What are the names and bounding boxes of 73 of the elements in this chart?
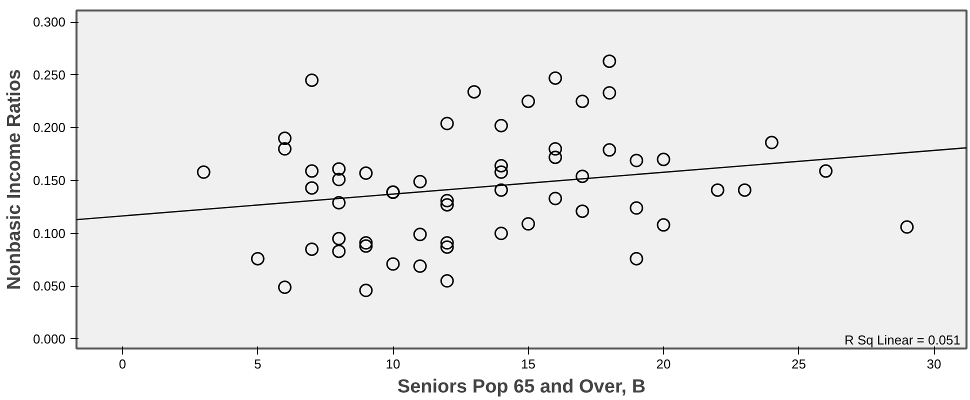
x-tick-label: 30 xyxy=(926,356,942,372)
point xyxy=(602,86,616,100)
point xyxy=(440,240,454,254)
y-tick-label: 0.050 xyxy=(32,278,66,294)
point xyxy=(602,54,616,68)
point xyxy=(467,85,481,99)
point xyxy=(576,170,590,184)
point xyxy=(738,183,752,197)
point xyxy=(332,172,346,186)
point xyxy=(196,165,210,179)
point xyxy=(656,152,670,166)
point xyxy=(494,226,508,240)
x-tick-label: 25 xyxy=(792,356,806,372)
point xyxy=(305,73,319,87)
point xyxy=(305,181,319,195)
point xyxy=(332,196,346,210)
point xyxy=(494,183,508,197)
point xyxy=(764,136,778,150)
point xyxy=(359,166,373,180)
point xyxy=(548,142,562,156)
point xyxy=(359,239,373,253)
point xyxy=(522,94,536,108)
point xyxy=(900,220,914,234)
y-tick-label: 0.150 xyxy=(32,173,66,188)
y-axis-title: Nonbasic Income Ratios xyxy=(4,69,25,290)
point xyxy=(494,165,508,179)
point xyxy=(278,132,292,146)
point xyxy=(576,94,590,108)
point xyxy=(413,228,427,242)
point xyxy=(494,159,508,173)
point xyxy=(630,201,644,215)
point xyxy=(440,194,454,208)
x-tick-label: 20 xyxy=(656,356,671,372)
point xyxy=(332,244,346,258)
x-tick-label: 15 xyxy=(521,356,536,372)
point xyxy=(630,252,644,266)
point xyxy=(332,232,346,246)
point xyxy=(359,284,373,298)
point xyxy=(440,198,454,212)
point xyxy=(305,164,319,178)
x-axis-title: Seniors Pop 65 and Over, B xyxy=(397,376,646,398)
point xyxy=(250,252,264,266)
annotation: R Sq Linear = 0.051 xyxy=(844,332,961,348)
point xyxy=(548,150,562,164)
point xyxy=(440,274,454,288)
y-tick-label: 0.100 xyxy=(32,226,66,241)
point xyxy=(305,242,319,256)
point xyxy=(386,257,400,271)
point xyxy=(819,164,833,178)
point xyxy=(656,218,670,232)
y-tick-label: 0.300 xyxy=(32,14,66,30)
point xyxy=(576,204,590,218)
point xyxy=(440,236,454,250)
point xyxy=(332,162,346,176)
y-tick-label: 0.200 xyxy=(32,120,66,136)
point xyxy=(710,183,724,197)
x-tick-label: 0 xyxy=(118,356,126,372)
y-tick-label: 0.250 xyxy=(32,67,66,82)
point xyxy=(602,143,616,157)
point xyxy=(548,192,562,206)
point xyxy=(413,174,427,188)
point xyxy=(440,116,454,130)
point xyxy=(522,217,536,231)
point xyxy=(494,118,508,132)
point xyxy=(359,236,373,250)
point xyxy=(413,259,427,273)
point xyxy=(278,280,292,294)
y-tick-label: 0.000 xyxy=(32,331,66,346)
point xyxy=(278,142,292,156)
x-tick-label: 5 xyxy=(254,356,262,372)
point xyxy=(630,154,644,168)
x-tick-label: 10 xyxy=(386,356,400,372)
point xyxy=(548,71,562,85)
